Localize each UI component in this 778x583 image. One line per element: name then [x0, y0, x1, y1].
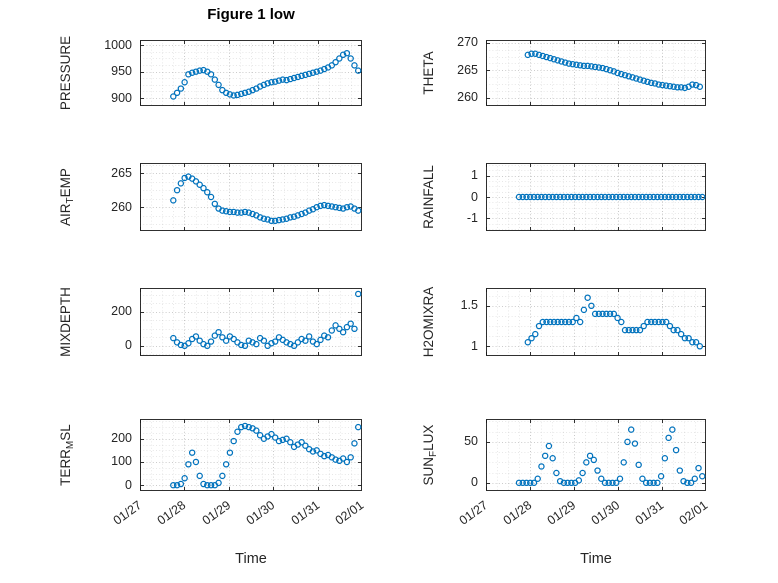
y-tick-label: 1	[471, 168, 478, 183]
y-tick-label: 200	[111, 304, 132, 319]
y-tick-label: 200	[111, 431, 132, 446]
x-axis-label-right: Time	[580, 551, 612, 567]
x-axis-label-left: Time	[235, 551, 267, 567]
y-tick-label: 1.5	[460, 298, 478, 313]
y-tick-label: 270	[457, 35, 478, 50]
h2omixra-plot-canvas	[486, 288, 706, 356]
pressure-plot-canvas	[140, 40, 362, 106]
air-temp-ylabel-post: EMP	[58, 168, 73, 198]
y-tick-label: 265	[457, 62, 478, 77]
sun-flux-ylabel-post: LUX	[421, 424, 436, 451]
mixdepth-plot-canvas	[140, 288, 362, 356]
y-tick-label: 265	[111, 165, 132, 180]
y-tick-label: 0	[471, 189, 478, 204]
terr-msl-ylabel-post: SL	[58, 424, 73, 441]
theta-plot-canvas	[486, 40, 706, 106]
terr-msl-ylabel: TERRMSL	[57, 345, 76, 565]
air-temp-plot-canvas	[140, 163, 362, 231]
y-tick-label: 260	[111, 199, 132, 214]
y-tick-label: 950	[111, 64, 132, 79]
sun-flux-ylabel-pre: SUN	[421, 456, 436, 486]
sun-flux-plot-canvas	[486, 419, 706, 491]
y-tick-label: 100	[111, 454, 132, 469]
y-tick-label: 0	[471, 475, 478, 490]
y-tick-label: -1	[466, 210, 478, 225]
y-tick-label: 0	[125, 477, 132, 492]
rainfall-plot-canvas	[486, 163, 706, 231]
y-tick-label: 260	[457, 90, 478, 105]
y-tick-label: 1000	[104, 37, 132, 52]
y-tick-label: 0	[125, 338, 132, 353]
y-tick-label: 900	[111, 90, 132, 105]
y-tick-label: 1	[471, 338, 478, 353]
sun-flux-ylabel-sub: F	[428, 450, 439, 457]
terr-msl-ylabel-pre: TERR	[58, 449, 73, 486]
terr-msl-plot-canvas	[140, 419, 362, 491]
air-temp-ylabel-sub: T	[65, 197, 76, 204]
figure-title: Figure 1 low	[207, 6, 295, 23]
y-tick-label: 50	[464, 434, 478, 449]
terr-msl-ylabel-sub: M	[65, 440, 76, 450]
